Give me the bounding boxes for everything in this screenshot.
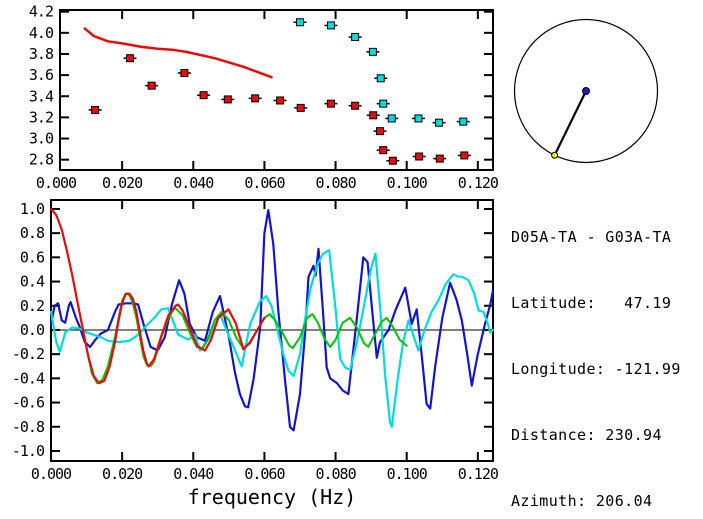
marker-red-measurements [369, 111, 378, 120]
dispersion-scatter-chart: 0.000 0.020 0.040 0.060 0.080 0.100 0.120 4.2 4.… [29, 3, 500, 192]
marker-cyan-measurements [326, 21, 335, 30]
marker-red-measurements [460, 151, 469, 160]
azimuth-line: Azimuth: 206.04 [511, 492, 653, 510]
marker-red-measurements [223, 95, 232, 104]
y-tick-label: 0.4 [20, 273, 45, 291]
longitude-line: Longitude: -121.99 [511, 360, 681, 378]
y-tick-label: 3.0 [29, 130, 54, 148]
azimuth-line [553, 90, 587, 156]
y-tick-label: 0.0 [20, 321, 45, 339]
x-tick-label: 0.000 [31, 465, 72, 483]
remote-station-dot [551, 151, 559, 159]
x-tick-label: 0.100 [387, 465, 428, 483]
marker-red-measurements [388, 156, 397, 165]
marker-red-measurements [296, 103, 305, 112]
y-tick-label: -0.4 [12, 369, 45, 387]
x-tick-label: 0.020 [102, 174, 143, 192]
y-tick-label: 0.6 [20, 248, 45, 266]
x-tick-label: 0.080 [315, 174, 356, 192]
marker-cyan-measurements [376, 74, 385, 83]
y-tick-label: -1.0 [12, 442, 45, 460]
center-station-dot [582, 87, 590, 95]
marker-red-measurements [326, 99, 335, 108]
y-tick-label: 4.0 [29, 24, 54, 42]
marker-red-measurements [415, 152, 424, 161]
marker-red-measurements [180, 68, 189, 77]
marker-red-measurements [91, 105, 100, 114]
x-tick-label: 0.100 [387, 174, 428, 192]
y-tick-label: 3.2 [29, 108, 53, 126]
azimuth-circle [513, 18, 659, 164]
series-cyan-correlation [49, 249, 494, 428]
x-tick-label: 0.120 [458, 174, 499, 192]
x-tick-label: 0.040 [173, 174, 214, 192]
marker-red-measurements [351, 101, 360, 110]
marker-red-measurements [276, 96, 285, 105]
marker-cyan-measurements [351, 33, 360, 42]
series-green-correlation [85, 292, 408, 385]
marker-cyan-measurements [459, 117, 468, 126]
marker-cyan-measurements [435, 118, 444, 127]
plot-frame [59, 9, 494, 171]
y-tick-label: 0.2 [20, 297, 44, 315]
marker-cyan-measurements [379, 99, 388, 108]
x-tick-label: 0.020 [102, 465, 143, 483]
y-tick-label: -0.6 [12, 394, 45, 412]
marker-red-measurements [125, 54, 134, 63]
marker-red-measurements [199, 91, 208, 100]
y-tick-label: 3.4 [29, 87, 54, 105]
x-tick-label: 0.060 [244, 465, 285, 483]
marker-red-measurements [251, 94, 260, 103]
marker-cyan-measurements [368, 47, 377, 56]
info-panel: D05A-TA - G03A-TA Latitude: 47.19 Longit… [511, 182, 681, 519]
y-tick-label: 3.8 [29, 45, 54, 63]
x-tick-label: 0.000 [36, 174, 77, 192]
marker-red-measurements [376, 127, 385, 136]
x-axis-title: frequency (Hz) [188, 485, 357, 509]
marker-red-measurements [379, 146, 388, 155]
y-tick-label: 1.0 [20, 200, 45, 218]
x-tick-label: 0.040 [173, 465, 214, 483]
marker-cyan-measurements [387, 114, 396, 123]
x-tick-label: 0.080 [315, 465, 356, 483]
marker-cyan-measurements [414, 114, 423, 123]
marker-red-measurements [147, 81, 156, 90]
y-tick-label: 3.6 [29, 66, 54, 84]
marker-red-measurements [435, 154, 444, 163]
latitude-line: Latitude: 47.19 [511, 294, 672, 312]
station-azimuth-map [513, 18, 659, 164]
y-tick-label: -0.2 [12, 345, 44, 363]
marker-cyan-measurements [295, 18, 304, 27]
x-tick-label: 0.120 [458, 465, 499, 483]
series-red-correlation [49, 207, 266, 385]
y-tick-label: 0.8 [20, 224, 45, 242]
y-tick-label: 2.8 [29, 151, 54, 169]
station-pair-label: D05A-TA - G03A-TA [511, 228, 672, 246]
distance-line: Distance: 230.94 [511, 426, 662, 444]
y-tick-label: 4.2 [29, 3, 53, 21]
x-tick-label: 0.060 [244, 174, 285, 192]
correlation-waveform-chart: 0.000 0.020 0.040 0.060 0.080 0.100 0.120 1.0 0.… [12, 199, 500, 509]
series-blue-correlation [49, 209, 494, 432]
series-reference-curve [83, 27, 273, 79]
y-tick-label: -0.8 [12, 418, 45, 436]
